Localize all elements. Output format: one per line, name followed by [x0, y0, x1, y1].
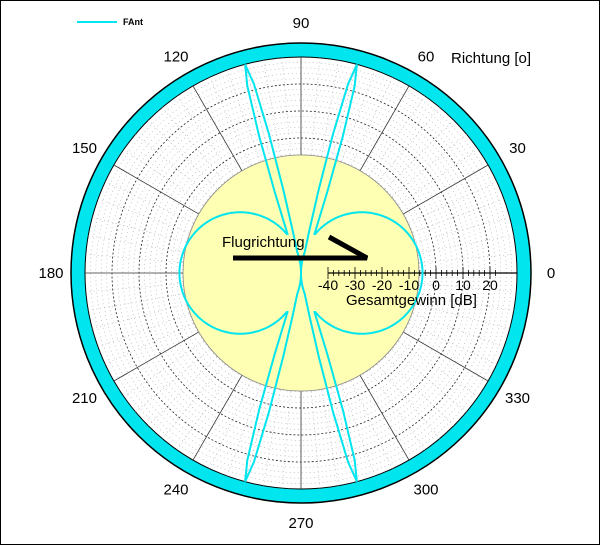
radial-tick--20: -20 [372, 277, 392, 293]
radial-tick-10: 10 [455, 277, 471, 293]
angle-tick-90: 90 [293, 15, 310, 32]
radial-tick--10: -10 [399, 277, 419, 293]
series-fant [178, 63, 424, 483]
angle-tick-270: 270 [288, 515, 313, 532]
angle-tick-labels: 0 30 60 90 120 150 180 210 240 270 300 330 [38, 15, 555, 532]
radial-ticks: -40 -30 -20 -10 0 10 20 [318, 267, 517, 293]
radial-tick--40: -40 [318, 277, 338, 293]
radial-axis-label: Gesamtgewinn [dB] [346, 292, 477, 309]
radial-tick-20: 20 [482, 277, 498, 293]
angle-tick-120: 120 [163, 48, 188, 65]
angle-tick-330: 330 [505, 390, 530, 407]
angle-tick-300: 300 [413, 482, 438, 499]
annotation-flugrichtung: Flugrichtung [222, 234, 305, 251]
angle-tick-180: 180 [38, 265, 63, 282]
angle-tick-0: 0 [547, 265, 555, 282]
angle-tick-60: 60 [418, 48, 435, 65]
angle-tick-30: 30 [509, 140, 526, 157]
radial-tick--30: -30 [345, 277, 365, 293]
legend-label: FAnt [123, 17, 143, 27]
angle-tick-150: 150 [72, 140, 97, 157]
flight-direction-arrow [233, 234, 369, 261]
angle-tick-240: 240 [163, 482, 188, 499]
angle-tick-210: 210 [72, 390, 97, 407]
radial-tick-0: 0 [432, 277, 440, 293]
angle-axis-label: Richtung [o] [451, 50, 531, 67]
